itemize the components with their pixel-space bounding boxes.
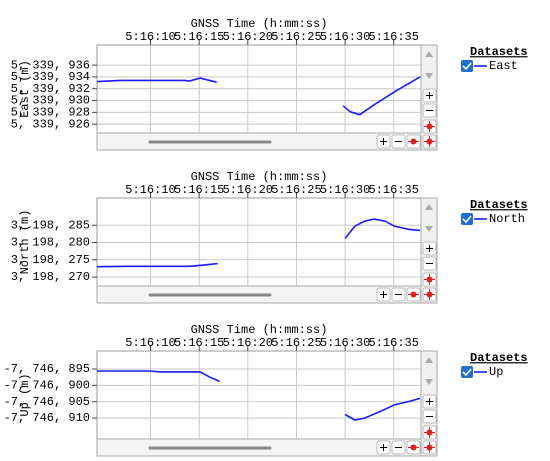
x-axis-title: GNSS Time (h:mm:ss) [191, 17, 328, 31]
legend-checkbox[interactable] [461, 366, 473, 378]
scroll-down[interactable] [425, 379, 433, 385]
legend-label: East [489, 59, 518, 73]
scroll-up[interactable] [425, 357, 433, 363]
y-tick-label: 5, 339, 928 [11, 106, 90, 120]
y-tick-label: -7, 746, 905 [4, 395, 90, 409]
x-tick-label: 5:16:15 [174, 183, 224, 197]
plot-area [96, 197, 422, 287]
legend-checkbox[interactable] [461, 60, 473, 72]
x-tick-label: 5:16:30 [320, 183, 370, 197]
y-axis-title: East (m) [18, 60, 32, 118]
legend-label: Up [489, 365, 503, 379]
scroll-up[interactable] [425, 204, 433, 210]
x-axis-title: GNSS Time (h:mm:ss) [191, 170, 328, 184]
x-tick-label: 5:16:35 [369, 183, 419, 197]
y-tick-label: -7, 746, 900 [4, 379, 90, 393]
y-tick-label: -7, 746, 895 [4, 362, 90, 376]
scroll-down[interactable] [425, 73, 433, 79]
y-tick-label: 3, 198, 270 [11, 270, 90, 284]
chart-panel: GNSS Time (h:mm:ss) 5:16:105:16:155:16:20… [11, 170, 528, 304]
x-tick-label: 5:16:20 [223, 336, 273, 350]
checkbox-check [462, 215, 472, 224]
y-tick-label: 5, 339, 934 [11, 70, 90, 84]
y-tick-label: 5, 339, 936 [11, 58, 90, 72]
legend-title: Datasets [470, 45, 528, 59]
x-tick-label: 5:16:15 [174, 336, 224, 350]
data-line [96, 218, 421, 268]
checkbox-check [462, 62, 472, 71]
y-tick-label: 3, 198, 275 [11, 253, 90, 267]
legend-checkbox[interactable] [461, 213, 473, 225]
checkbox-check [462, 368, 472, 377]
y-tick-label: 3, 198, 280 [11, 236, 90, 250]
x-tick-label: 5:16:10 [125, 183, 175, 197]
y-axis-title: North (m) [18, 210, 32, 275]
chart-panel: GNSS Time (h:mm:ss) 5:16:105:16:155:16:20… [4, 323, 528, 457]
data-line [97, 370, 421, 421]
x-tick-label: 5:16:25 [271, 336, 321, 350]
x-tick-label: 5:16:25 [271, 30, 321, 44]
y-tick-label: -7, 746, 910 [4, 411, 90, 425]
plot-area [96, 350, 422, 440]
legend-title: Datasets [470, 351, 528, 365]
scroll-down[interactable] [425, 226, 433, 232]
y-tick-label: 5, 339, 926 [11, 117, 90, 131]
x-tick-label: 5:16:30 [320, 30, 370, 44]
y-tick-label: 5, 339, 932 [11, 82, 90, 96]
x-tick-label: 5:16:30 [320, 336, 370, 350]
chart-panel: GNSS Time (h:mm:ss) 5:16:105:16:155:16:20… [11, 17, 528, 151]
x-tick-label: 5:16:20 [223, 30, 273, 44]
x-axis-title: GNSS Time (h:mm:ss) [191, 323, 328, 337]
y-axis-title: Up (m) [18, 373, 32, 416]
x-tick-label: 5:16:35 [369, 336, 419, 350]
x-tick-label: 5:16:15 [174, 30, 224, 44]
data-line [96, 76, 421, 116]
x-tick-label: 5:16:25 [271, 183, 321, 197]
legend-label: North [489, 212, 525, 226]
x-tick-label: 5:16:10 [125, 336, 175, 350]
x-tick-label: 5:16:20 [223, 183, 273, 197]
x-tick-label: 5:16:35 [369, 30, 419, 44]
scroll-up[interactable] [425, 51, 433, 57]
y-tick-label: 3, 198, 285 [11, 218, 90, 232]
y-tick-label: 5, 339, 930 [11, 94, 90, 108]
x-tick-label: 5:16:10 [125, 30, 175, 44]
legend-title: Datasets [470, 198, 528, 212]
